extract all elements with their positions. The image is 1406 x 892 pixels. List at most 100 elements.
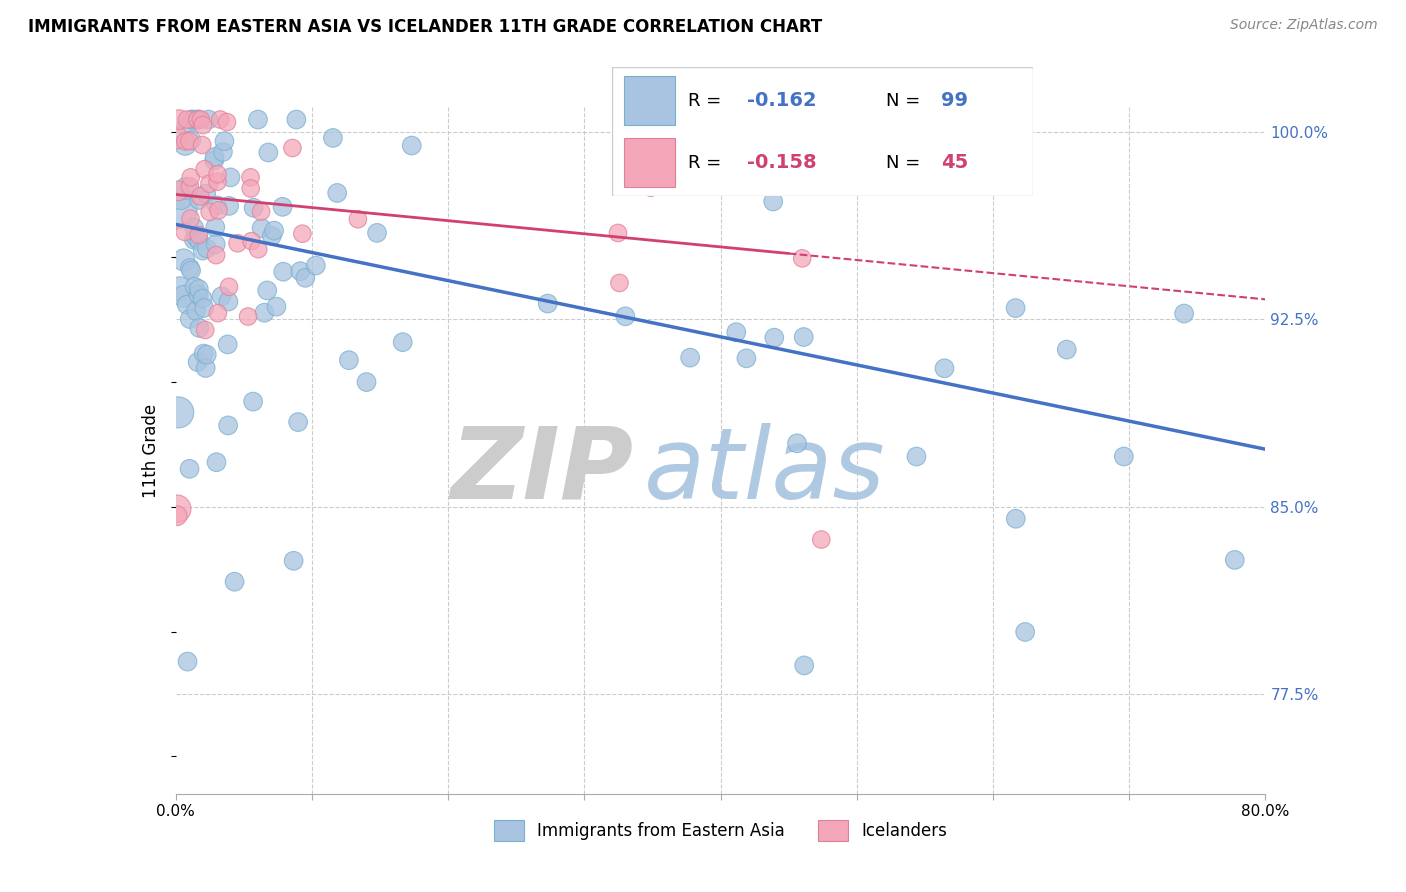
Point: [167, 112, 190, 127]
Point: [174, 134, 197, 148]
Point: [735, 351, 758, 366]
Point: [205, 455, 228, 469]
Point: [212, 145, 235, 159]
Point: [190, 112, 212, 127]
Point: [179, 134, 201, 148]
Point: [905, 450, 928, 464]
Point: [1004, 512, 1026, 526]
Point: [290, 264, 312, 278]
Point: [291, 227, 314, 241]
Point: [207, 306, 229, 320]
Point: [247, 242, 270, 256]
Point: [184, 303, 207, 318]
Text: 45: 45: [941, 153, 967, 172]
Point: [187, 112, 209, 127]
Point: [187, 288, 209, 302]
Point: [194, 323, 217, 337]
FancyBboxPatch shape: [612, 67, 1033, 196]
Point: [195, 186, 218, 201]
Point: [179, 260, 201, 275]
Point: [195, 241, 218, 255]
Point: [194, 360, 217, 375]
Point: [179, 179, 201, 194]
Point: [640, 180, 662, 194]
Text: Source: ZipAtlas.com: Source: ZipAtlas.com: [1230, 18, 1378, 32]
Point: [173, 289, 195, 303]
Point: [219, 170, 242, 185]
Point: [263, 224, 285, 238]
Point: [188, 189, 211, 203]
Point: [188, 193, 211, 207]
Point: [197, 112, 219, 127]
Point: [188, 234, 211, 248]
Point: [205, 248, 228, 262]
Point: [174, 181, 197, 195]
Point: [174, 137, 197, 152]
Point: [266, 300, 288, 314]
Text: 99: 99: [941, 91, 967, 110]
Point: [181, 112, 204, 127]
Point: [176, 655, 198, 669]
Point: [239, 181, 262, 195]
Point: [167, 184, 190, 198]
Point: [173, 225, 195, 239]
Text: ZIP: ZIP: [450, 423, 633, 519]
Point: [202, 153, 225, 168]
Point: [176, 120, 198, 134]
Point: [188, 321, 211, 335]
Point: [179, 462, 201, 476]
Point: [762, 194, 785, 209]
Point: [679, 351, 702, 365]
Legend: Immigrants from Eastern Asia, Icelanders: Immigrants from Eastern Asia, Icelanders: [486, 814, 955, 847]
Point: [204, 150, 226, 164]
Point: [173, 252, 195, 267]
Point: [207, 175, 229, 189]
Point: [187, 227, 209, 242]
Point: [217, 337, 239, 351]
Point: [194, 162, 217, 177]
Point: [195, 348, 218, 362]
Point: [187, 282, 209, 296]
Text: -0.158: -0.158: [747, 153, 817, 172]
Point: [250, 204, 273, 219]
Point: [193, 301, 215, 315]
Point: [793, 330, 815, 344]
Point: [240, 234, 263, 248]
Point: [763, 331, 786, 345]
Point: [242, 394, 264, 409]
Point: [166, 131, 188, 145]
Point: [257, 145, 280, 160]
Point: [176, 298, 198, 312]
Point: [283, 554, 305, 568]
Point: [607, 226, 630, 240]
Text: R =: R =: [688, 92, 727, 110]
Point: [198, 205, 221, 219]
Point: [256, 284, 278, 298]
Point: [250, 221, 273, 235]
Point: [792, 252, 814, 266]
Point: [1014, 624, 1036, 639]
Point: [187, 355, 209, 369]
Point: [401, 138, 423, 153]
Point: [183, 220, 205, 235]
Text: IMMIGRANTS FROM EASTERN ASIA VS ICELANDER 11TH GRADE CORRELATION CHART: IMMIGRANTS FROM EASTERN ASIA VS ICELANDE…: [28, 18, 823, 36]
Point: [180, 112, 202, 127]
Point: [186, 112, 208, 127]
Bar: [624, 138, 675, 187]
Point: [205, 198, 228, 212]
Point: [166, 508, 188, 523]
Point: [180, 263, 202, 277]
Point: [1112, 450, 1135, 464]
Point: [183, 279, 205, 293]
Point: [246, 112, 269, 127]
Point: [236, 310, 259, 324]
Point: [285, 112, 308, 127]
Point: [1056, 343, 1078, 357]
Text: atlas: atlas: [644, 423, 886, 519]
Point: [211, 289, 233, 303]
Point: [187, 112, 209, 127]
Point: [214, 134, 236, 148]
Point: [305, 259, 328, 273]
Point: [934, 361, 956, 376]
Point: [224, 574, 246, 589]
